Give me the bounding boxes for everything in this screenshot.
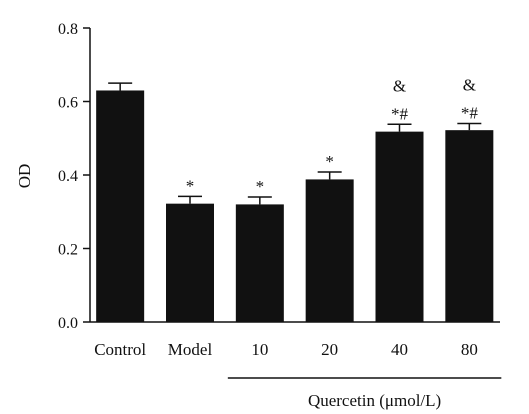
significance-marker: & [393,76,406,95]
significance-marker: *# [461,104,479,123]
group-label: Quercetin (μmol/L) [308,391,441,410]
y-tick-label: 0.6 [58,95,78,112]
y-axis-label: OD [15,164,34,189]
significance-marker: & [463,76,476,95]
bar-10 [235,204,284,322]
y-tick-label: 0.0 [58,315,78,332]
x-tick-label: 40 [391,340,408,359]
bar-Model [166,203,214,322]
x-tick-label: 80 [461,340,478,359]
bar-20 [305,179,354,322]
y-axis-ticks: 0.0 0.2 0.4 0.6 0.8 [58,21,90,332]
bar-40 [375,131,424,322]
x-tick-label: Control [94,340,146,359]
significance-marker: * [325,152,334,171]
significance-marker: * [186,176,195,195]
x-tick-label: Model [168,340,213,359]
y-tick-label: 0.2 [58,242,78,259]
bar-Control [96,90,145,322]
y-tick-label: 0.4 [58,168,78,185]
x-axis-tick-labels: Control Model 10 20 40 80 [94,340,478,359]
significance-marker: * [256,177,265,196]
x-tick-label: 20 [321,340,338,359]
significance-marker: *# [391,104,409,123]
x-tick-label: 10 [251,340,268,359]
bars: * * * & *# & *# [96,76,494,322]
bar-80 [445,130,494,322]
y-tick-label: 0.8 [58,21,78,38]
